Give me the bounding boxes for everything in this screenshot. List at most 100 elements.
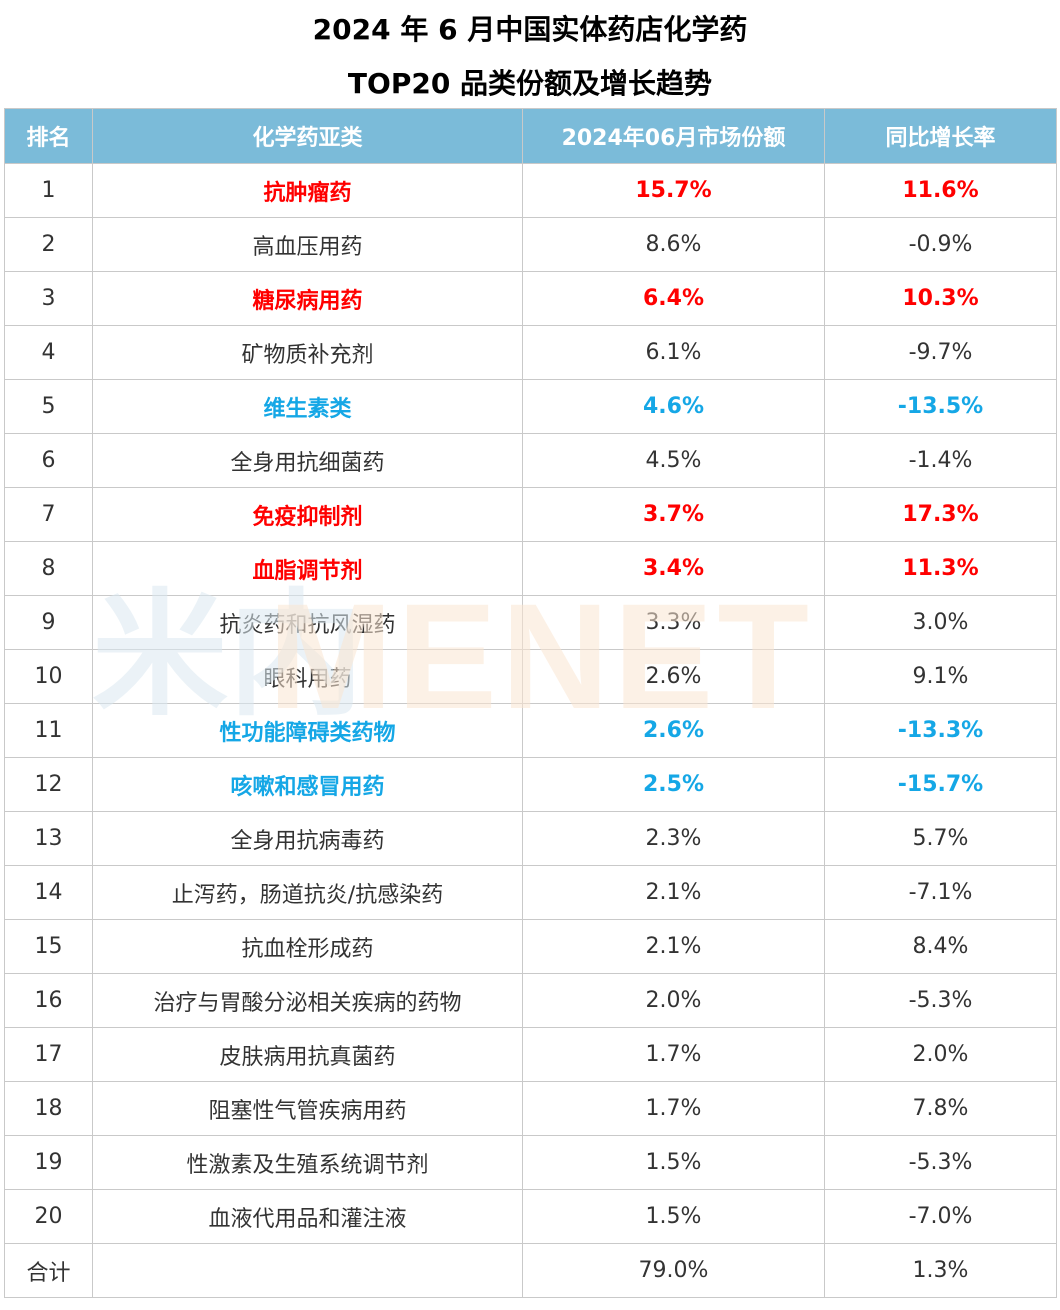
- category-cell: 止泻药，肠道抗炎/抗感染药: [92, 865, 523, 920]
- growth-cell: -5.3%: [824, 973, 1057, 1028]
- rank-cell: 15: [4, 919, 93, 974]
- category-cell: 免疫抑制剂: [92, 487, 523, 542]
- header-row: 排名 化学药亚类 2024年06月市场份额 同比增长率: [4, 108, 1057, 164]
- rank-cell: 20: [4, 1189, 93, 1244]
- category-cell: 皮肤病用抗真菌药: [92, 1027, 523, 1082]
- rank-cell: 5: [4, 379, 93, 434]
- rank-cell: 10: [4, 649, 93, 704]
- table-row: 20 血液代用品和灌注液 1.5% -7.0%: [4, 1189, 1057, 1244]
- column-header-growth: 同比增长率: [824, 108, 1057, 164]
- data-table: 排名 化学药亚类 2024年06月市场份额 同比增长率 1 抗肿瘤药 15.7% 11…: [4, 108, 1057, 1298]
- growth-cell: 10.3%: [824, 271, 1057, 326]
- table-row: 9 抗炎药和抗风湿药 3.3% 3.0%: [4, 595, 1057, 650]
- growth-cell: 17.3%: [824, 487, 1057, 542]
- growth-cell: 9.1%: [824, 649, 1057, 704]
- category-cell: 全身用抗病毒药: [92, 811, 523, 866]
- rank-cell: 3: [4, 271, 93, 326]
- category-cell: 维生素类: [92, 379, 523, 434]
- rank-cell: 2: [4, 217, 93, 272]
- share-cell: 2.6%: [522, 703, 825, 758]
- category-cell: 眼科用药: [92, 649, 523, 704]
- growth-cell: 3.0%: [824, 595, 1057, 650]
- table-row: 13 全身用抗病毒药 2.3% 5.7%: [4, 811, 1057, 866]
- category-cell: 咳嗽和感冒用药: [92, 757, 523, 812]
- table-row: 19 性激素及生殖系统调节剂 1.5% -5.3%: [4, 1135, 1057, 1190]
- category-cell: 抗炎药和抗风湿药: [92, 595, 523, 650]
- category-cell: 治疗与胃酸分泌相关疾病的药物: [92, 973, 523, 1028]
- category-cell: 全身用抗细菌药: [92, 433, 523, 488]
- table-row: 7 免疫抑制剂 3.7% 17.3%: [4, 487, 1057, 542]
- share-cell: 1.5%: [522, 1189, 825, 1244]
- share-cell: 2.5%: [522, 757, 825, 812]
- share-cell: 6.4%: [522, 271, 825, 326]
- share-cell: 4.5%: [522, 433, 825, 488]
- growth-cell: -5.3%: [824, 1135, 1057, 1190]
- category-cell: 性功能障碍类药物: [92, 703, 523, 758]
- table-row: 4 矿物质补充剂 6.1% -9.7%: [4, 325, 1057, 380]
- table-row: 15 抗血栓形成药 2.1% 8.4%: [4, 919, 1057, 974]
- share-cell: 1.7%: [522, 1081, 825, 1136]
- share-cell: 4.6%: [522, 379, 825, 434]
- column-header-rank: 排名: [4, 108, 93, 164]
- table-row: 5 维生素类 4.6% -13.5%: [4, 379, 1057, 434]
- category-cell: 性激素及生殖系统调节剂: [92, 1135, 523, 1190]
- share-cell: 6.1%: [522, 325, 825, 380]
- growth-cell: 7.8%: [824, 1081, 1057, 1136]
- category-cell: 抗血栓形成药: [92, 919, 523, 974]
- growth-cell: 5.7%: [824, 811, 1057, 866]
- rank-cell: 4: [4, 325, 93, 380]
- rank-cell: 19: [4, 1135, 93, 1190]
- table-row: 16 治疗与胃酸分泌相关疾病的药物 2.0% -5.3%: [4, 973, 1057, 1028]
- growth-cell: -1.4%: [824, 433, 1057, 488]
- share-cell: 1.5%: [522, 1135, 825, 1190]
- column-header-category: 化学药亚类: [92, 108, 523, 164]
- growth-cell: 11.3%: [824, 541, 1057, 596]
- share-cell: 15.7%: [522, 163, 825, 218]
- rank-cell: 13: [4, 811, 93, 866]
- category-cell: 矿物质补充剂: [92, 325, 523, 380]
- rank-cell: 7: [4, 487, 93, 542]
- category-cell: 血液代用品和灌注液: [92, 1189, 523, 1244]
- category-cell: 糖尿病用药: [92, 271, 523, 326]
- rank-cell: 12: [4, 757, 93, 812]
- table-row: 3 糖尿病用药 6.4% 10.3%: [4, 271, 1057, 326]
- table-row: 18 阻塞性气管疾病用药 1.7% 7.8%: [4, 1081, 1057, 1136]
- chart-title-line2: TOP20 品类份额及增长趋势: [347, 67, 713, 100]
- total-growth-cell: 1.3%: [824, 1243, 1057, 1298]
- share-cell: 1.7%: [522, 1027, 825, 1082]
- category-cell: 血脂调节剂: [92, 541, 523, 596]
- rank-cell: 11: [4, 703, 93, 758]
- rank-cell: 16: [4, 973, 93, 1028]
- rank-cell: 8: [4, 541, 93, 596]
- rank-cell: 6: [4, 433, 93, 488]
- growth-cell: -13.5%: [824, 379, 1057, 434]
- growth-cell: -7.1%: [824, 865, 1057, 920]
- share-cell: 3.4%: [522, 541, 825, 596]
- rank-cell: 18: [4, 1081, 93, 1136]
- growth-cell: -15.7%: [824, 757, 1057, 812]
- table-row: 14 止泻药，肠道抗炎/抗感染药 2.1% -7.1%: [4, 865, 1057, 920]
- table-row: 12 咳嗽和感冒用药 2.5% -15.7%: [4, 757, 1057, 812]
- table-row: 6 全身用抗细菌药 4.5% -1.4%: [4, 433, 1057, 488]
- share-cell: 2.1%: [522, 865, 825, 920]
- growth-cell: 11.6%: [824, 163, 1057, 218]
- rank-cell: 17: [4, 1027, 93, 1082]
- share-cell: 3.3%: [522, 595, 825, 650]
- table-row: 1 抗肿瘤药 15.7% 11.6%: [4, 163, 1057, 218]
- rank-cell: 14: [4, 865, 93, 920]
- table-row: 17 皮肤病用抗真菌药 1.7% 2.0%: [4, 1027, 1057, 1082]
- category-cell: 抗肿瘤药: [92, 163, 523, 218]
- growth-cell: -7.0%: [824, 1189, 1057, 1244]
- growth-cell: -13.3%: [824, 703, 1057, 758]
- total-row: 合计 79.0% 1.3%: [4, 1243, 1057, 1298]
- total-category-cell: [92, 1243, 523, 1298]
- rank-cell: 1: [4, 163, 93, 218]
- share-cell: 2.0%: [522, 973, 825, 1028]
- total-share-cell: 79.0%: [522, 1243, 825, 1298]
- chart-title-line1: 2024 年 6 月中国实体药店化学药: [312, 13, 748, 46]
- category-cell: 高血压用药: [92, 217, 523, 272]
- rank-cell: 9: [4, 595, 93, 650]
- growth-cell: 2.0%: [824, 1027, 1057, 1082]
- share-cell: 2.6%: [522, 649, 825, 704]
- growth-cell: 8.4%: [824, 919, 1057, 974]
